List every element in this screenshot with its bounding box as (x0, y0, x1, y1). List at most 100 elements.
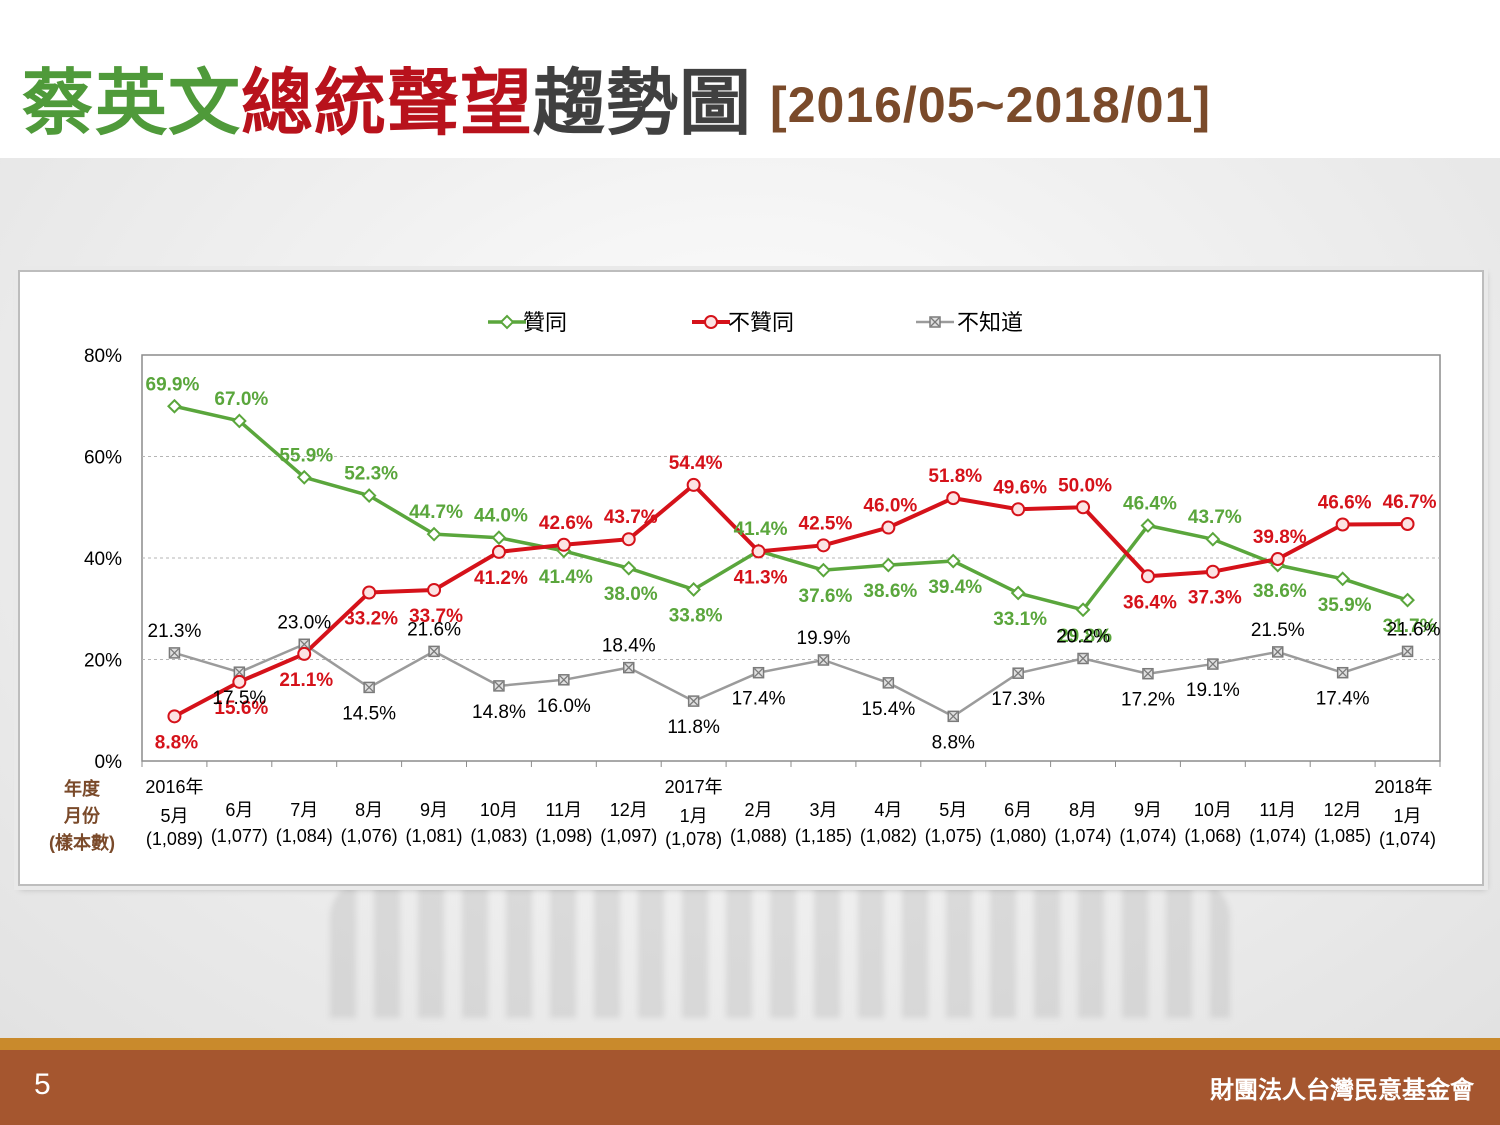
x-month-label: 8月 (355, 800, 383, 820)
data-label-unknown: 16.0% (537, 696, 591, 717)
data-label-approve: 29.8% (1058, 626, 1112, 647)
data-label-disapprove: 46.6% (1318, 493, 1372, 514)
data-label-approve: 67.0% (214, 389, 268, 410)
y-tick-label: 20% (84, 651, 122, 672)
page-number: 5 (34, 1068, 51, 1101)
data-label-unknown: 21.5% (1251, 620, 1305, 641)
data-point (491, 544, 506, 559)
x-sample-label: (1,097) (600, 826, 657, 846)
x-sample-label: (1,080) (990, 826, 1047, 846)
data-label-approve: 43.7% (1188, 507, 1242, 528)
data-point (686, 477, 701, 492)
data-point (686, 582, 702, 597)
data-point-cross (1338, 668, 1348, 678)
x-sample-label: (1,085) (1314, 826, 1371, 846)
data-point (1076, 500, 1091, 515)
data-label-disapprove: 49.6% (993, 477, 1047, 498)
legend-label: 贊同 (523, 310, 567, 335)
data-point-cross (624, 663, 634, 673)
data-point-cross (559, 675, 569, 685)
data-point (621, 560, 637, 576)
data-label-disapprove: 33.2% (344, 609, 398, 630)
data-label-approve: 38.0% (604, 584, 658, 605)
x-sample-label: (1,076) (341, 826, 398, 846)
background-crowd-image (330, 878, 1230, 1018)
data-label-unknown: 14.8% (472, 702, 526, 723)
data-point-cross (299, 639, 309, 649)
data-label-disapprove: 15.6% (214, 698, 268, 719)
x-row-label: (樣本數) (49, 832, 115, 853)
x-month-label: 6月 (225, 800, 253, 820)
x-month-label: 12月 (1324, 800, 1362, 820)
data-point (1335, 571, 1351, 587)
title-date-range: [2016/05~2018/01] (770, 77, 1212, 133)
data-point (621, 532, 636, 547)
legend-label: 不贊同 (728, 310, 794, 335)
page-title: 蔡英文總統聲望趨勢圖 [2016/05~2018/01] (22, 44, 1211, 149)
data-label-unknown: 8.8% (932, 732, 975, 753)
x-month-label: 11月 (1259, 800, 1296, 820)
x-month-label: 5月 (160, 806, 188, 826)
data-label-approve: 55.9% (279, 445, 333, 466)
data-label-disapprove: 8.8% (155, 732, 198, 753)
data-label-unknown: 17.2% (1121, 690, 1175, 711)
data-label-unknown: 23.0% (277, 612, 331, 633)
data-point-cross (429, 646, 439, 656)
data-label-disapprove: 51.8% (928, 466, 982, 487)
x-month-label: 5月 (939, 800, 967, 820)
x-month-label: 6月 (1004, 800, 1032, 820)
data-point-cross (1143, 669, 1153, 679)
x-month-label: 11月 (546, 800, 583, 820)
data-label-approve: 39.4% (928, 577, 982, 598)
data-point (751, 544, 766, 559)
data-label-unknown: 14.5% (342, 703, 396, 724)
data-label-disapprove: 41.3% (734, 567, 788, 588)
data-label-unknown: 15.4% (861, 699, 915, 720)
data-point (1140, 569, 1155, 584)
data-point-cross (1078, 654, 1088, 663)
data-label-unknown: 21.6% (407, 619, 461, 640)
data-label-disapprove: 43.7% (604, 507, 658, 528)
series-line-1 (173, 482, 1408, 719)
data-label-approve: 41.4% (539, 567, 593, 588)
x-sample-label: (1,089) (146, 829, 203, 849)
title-kind: 趨勢圖 (533, 64, 753, 144)
x-sample-label: (1,075) (925, 826, 982, 846)
data-label-unknown: 21.6% (1387, 619, 1441, 640)
data-point-cross (1403, 646, 1413, 656)
data-point-cross (754, 668, 764, 678)
data-label-unknown: 19.1% (1186, 680, 1240, 701)
x-year-label: 2016年 (145, 777, 203, 797)
legend-marker (704, 315, 718, 329)
x-sample-label: (1,081) (406, 826, 463, 846)
x-sample-label: (1,082) (860, 826, 917, 846)
data-point (816, 562, 831, 578)
data-label-disapprove: 36.4% (1123, 592, 1177, 613)
data-point-cross (1013, 668, 1023, 678)
data-label-approve: 44.7% (409, 502, 463, 523)
series-line-2 (174, 643, 1408, 718)
data-label-unknown: 19.9% (797, 628, 851, 649)
data-label-disapprove: 21.1% (279, 670, 333, 691)
x-month-label: 9月 (420, 800, 448, 820)
x-month-label: 1月 (1394, 806, 1422, 826)
footer: 5 財團法人台灣民意基金會 (0, 1050, 1500, 1125)
data-point (1270, 552, 1285, 567)
data-point-cross (689, 696, 699, 706)
y-tick-label: 0% (95, 752, 123, 773)
data-point-cross (818, 655, 828, 665)
y-tick-label: 80% (84, 346, 122, 367)
data-label-approve: 69.9% (146, 374, 200, 395)
data-point (1400, 592, 1415, 608)
x-month-label: 1月 (680, 806, 708, 826)
x-row-label: 月份 (63, 805, 101, 826)
x-month-label: 12月 (610, 800, 648, 820)
data-point-cross (494, 681, 504, 691)
x-month-label: 4月 (874, 800, 902, 820)
data-label-disapprove: 39.8% (1253, 527, 1307, 548)
data-label-unknown: 17.3% (991, 689, 1045, 710)
data-label-approve: 38.6% (863, 581, 917, 602)
data-point (491, 530, 507, 546)
x-month-label: 2月 (745, 800, 773, 820)
